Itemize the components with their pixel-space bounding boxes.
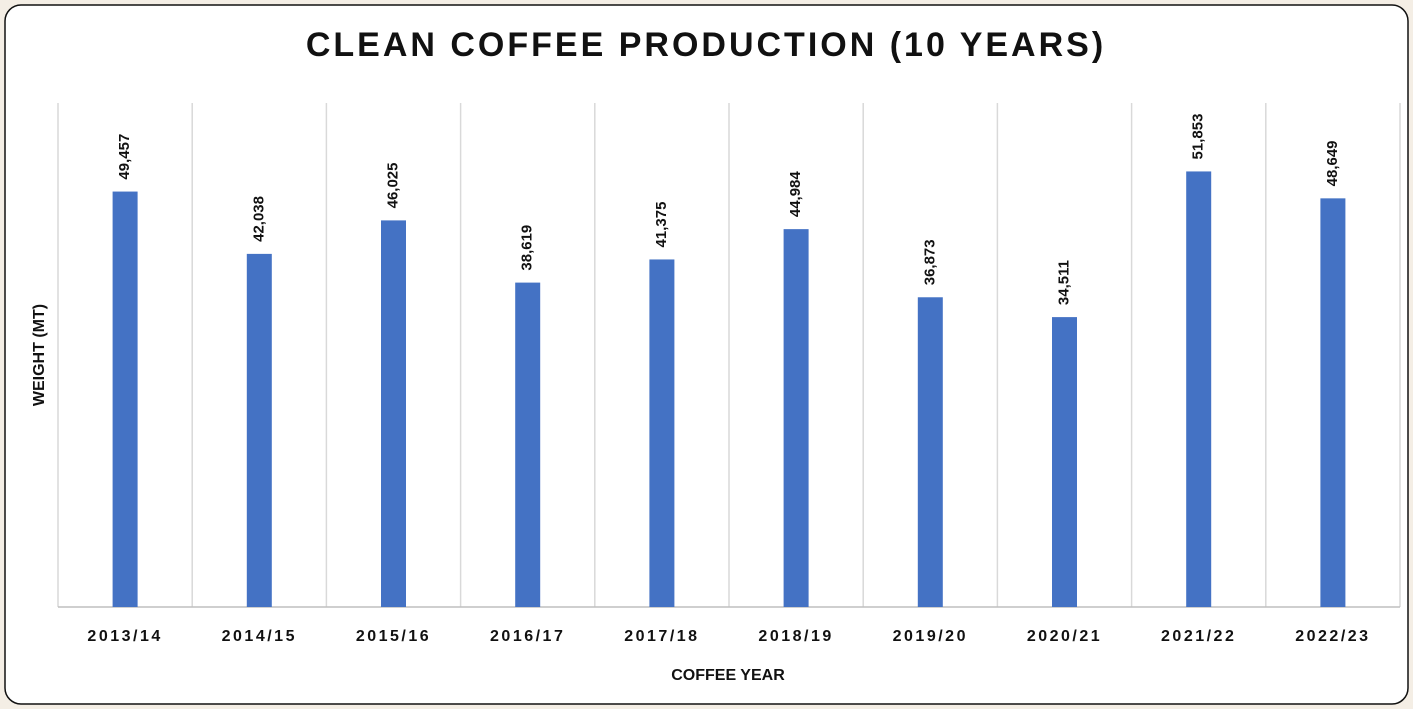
y-axis-title: WEIGHT (MT) <box>31 304 48 406</box>
data-label: 46,025 <box>384 162 401 208</box>
x-tick-label: 2013/14 <box>87 628 162 645</box>
x-axis-title: COFFEE YEAR <box>671 667 785 684</box>
bar <box>1186 171 1212 607</box>
data-label: 38,619 <box>519 225 536 271</box>
data-label: 36,873 <box>921 239 938 285</box>
bar <box>381 220 406 607</box>
x-tick-label: 2016/17 <box>490 628 565 645</box>
data-label: 51,853 <box>1190 114 1207 160</box>
x-tick-label: 2019/20 <box>893 628 968 645</box>
bar <box>112 191 138 607</box>
data-label: 48,649 <box>1324 140 1341 186</box>
chart-title: CLEAN COFFEE PRODUCTION (10 YEARS) <box>306 26 1106 64</box>
bar <box>246 253 272 607</box>
x-tick-label: 2022/23 <box>1295 628 1370 645</box>
x-tick-label: 2017/18 <box>624 628 699 645</box>
bar <box>1320 198 1346 608</box>
bar <box>515 282 541 607</box>
x-tick-label: 2014/15 <box>222 628 297 645</box>
bar <box>783 229 809 607</box>
x-tick-label: 2020/21 <box>1027 628 1102 645</box>
x-tick-label: 2015/16 <box>356 628 431 645</box>
bar <box>917 297 943 607</box>
data-label: 44,984 <box>787 171 804 218</box>
x-tick-label: 2021/22 <box>1161 628 1236 645</box>
x-tick-label: 2018/19 <box>758 628 833 645</box>
data-label: 34,511 <box>1055 260 1072 305</box>
bar <box>1052 317 1077 607</box>
bar <box>649 259 675 607</box>
data-label: 49,457 <box>116 134 133 180</box>
data-label: 41,375 <box>653 202 670 248</box>
data-label: 42,038 <box>250 196 267 242</box>
